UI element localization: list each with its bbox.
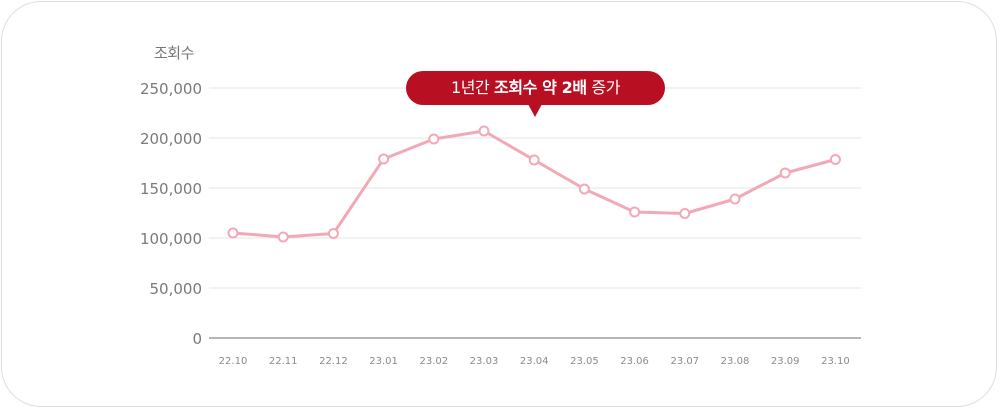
data-point — [528, 154, 540, 166]
x-axis-ticks: 22.10 22.11 22.12 23.01 23.02 23.03 23.04 23.05… — [219, 356, 850, 367]
x-tick-label: 23.08 — [721, 356, 750, 367]
y-tick-label: 250,000 — [140, 80, 202, 98]
data-point — [779, 167, 791, 179]
y-tick-label: 100,000 — [140, 230, 202, 248]
annotation-suffix: 증가 — [586, 78, 621, 97]
x-tick-label: 23.05 — [570, 356, 599, 367]
data-point — [578, 183, 590, 195]
y-tick-label: 50,000 — [150, 280, 203, 298]
series-line — [231, 129, 837, 239]
y-tick-label: 150,000 — [140, 180, 202, 198]
x-tick-label: 23.06 — [620, 356, 649, 367]
x-tick-label: 22.12 — [319, 356, 348, 367]
data-point — [428, 133, 440, 145]
x-tick-label: 23.02 — [419, 356, 448, 367]
data-point — [679, 208, 691, 219]
y-tick-label: 200,000 — [140, 130, 202, 148]
grid-lines — [209, 87, 861, 289]
data-point — [227, 227, 239, 239]
data-point — [478, 125, 490, 137]
y-tick-label: 0 — [192, 330, 202, 348]
annotation-pointer — [528, 104, 542, 117]
annotation-prefix: 1년간 — [450, 78, 495, 97]
data-point — [378, 153, 390, 165]
x-tick-label: 23.04 — [520, 356, 549, 367]
x-tick-label: 22.11 — [269, 356, 298, 367]
data-point — [729, 193, 741, 205]
data-point — [629, 206, 641, 218]
y-axis-ticks: 0 50,000 100,000 150,000 200,000 250,000 — [140, 80, 202, 348]
annotation-callout: 1년간 조회수 약 2배 증가 — [406, 71, 665, 105]
data-point — [327, 228, 339, 239]
annotation-highlight: 조회수 약 2배 — [494, 78, 587, 97]
data-point — [829, 154, 841, 165]
x-tick-label: 23.01 — [369, 356, 398, 367]
x-tick-label: 23.09 — [771, 356, 800, 367]
data-points — [227, 125, 841, 243]
x-tick-label: 22.10 — [219, 356, 248, 367]
x-tick-label: 23.10 — [821, 356, 850, 367]
y-axis-title: 조회수 — [154, 44, 194, 62]
data-point — [277, 231, 289, 243]
x-tick-label: 23.07 — [670, 356, 699, 367]
x-tick-label: 23.03 — [470, 356, 499, 367]
